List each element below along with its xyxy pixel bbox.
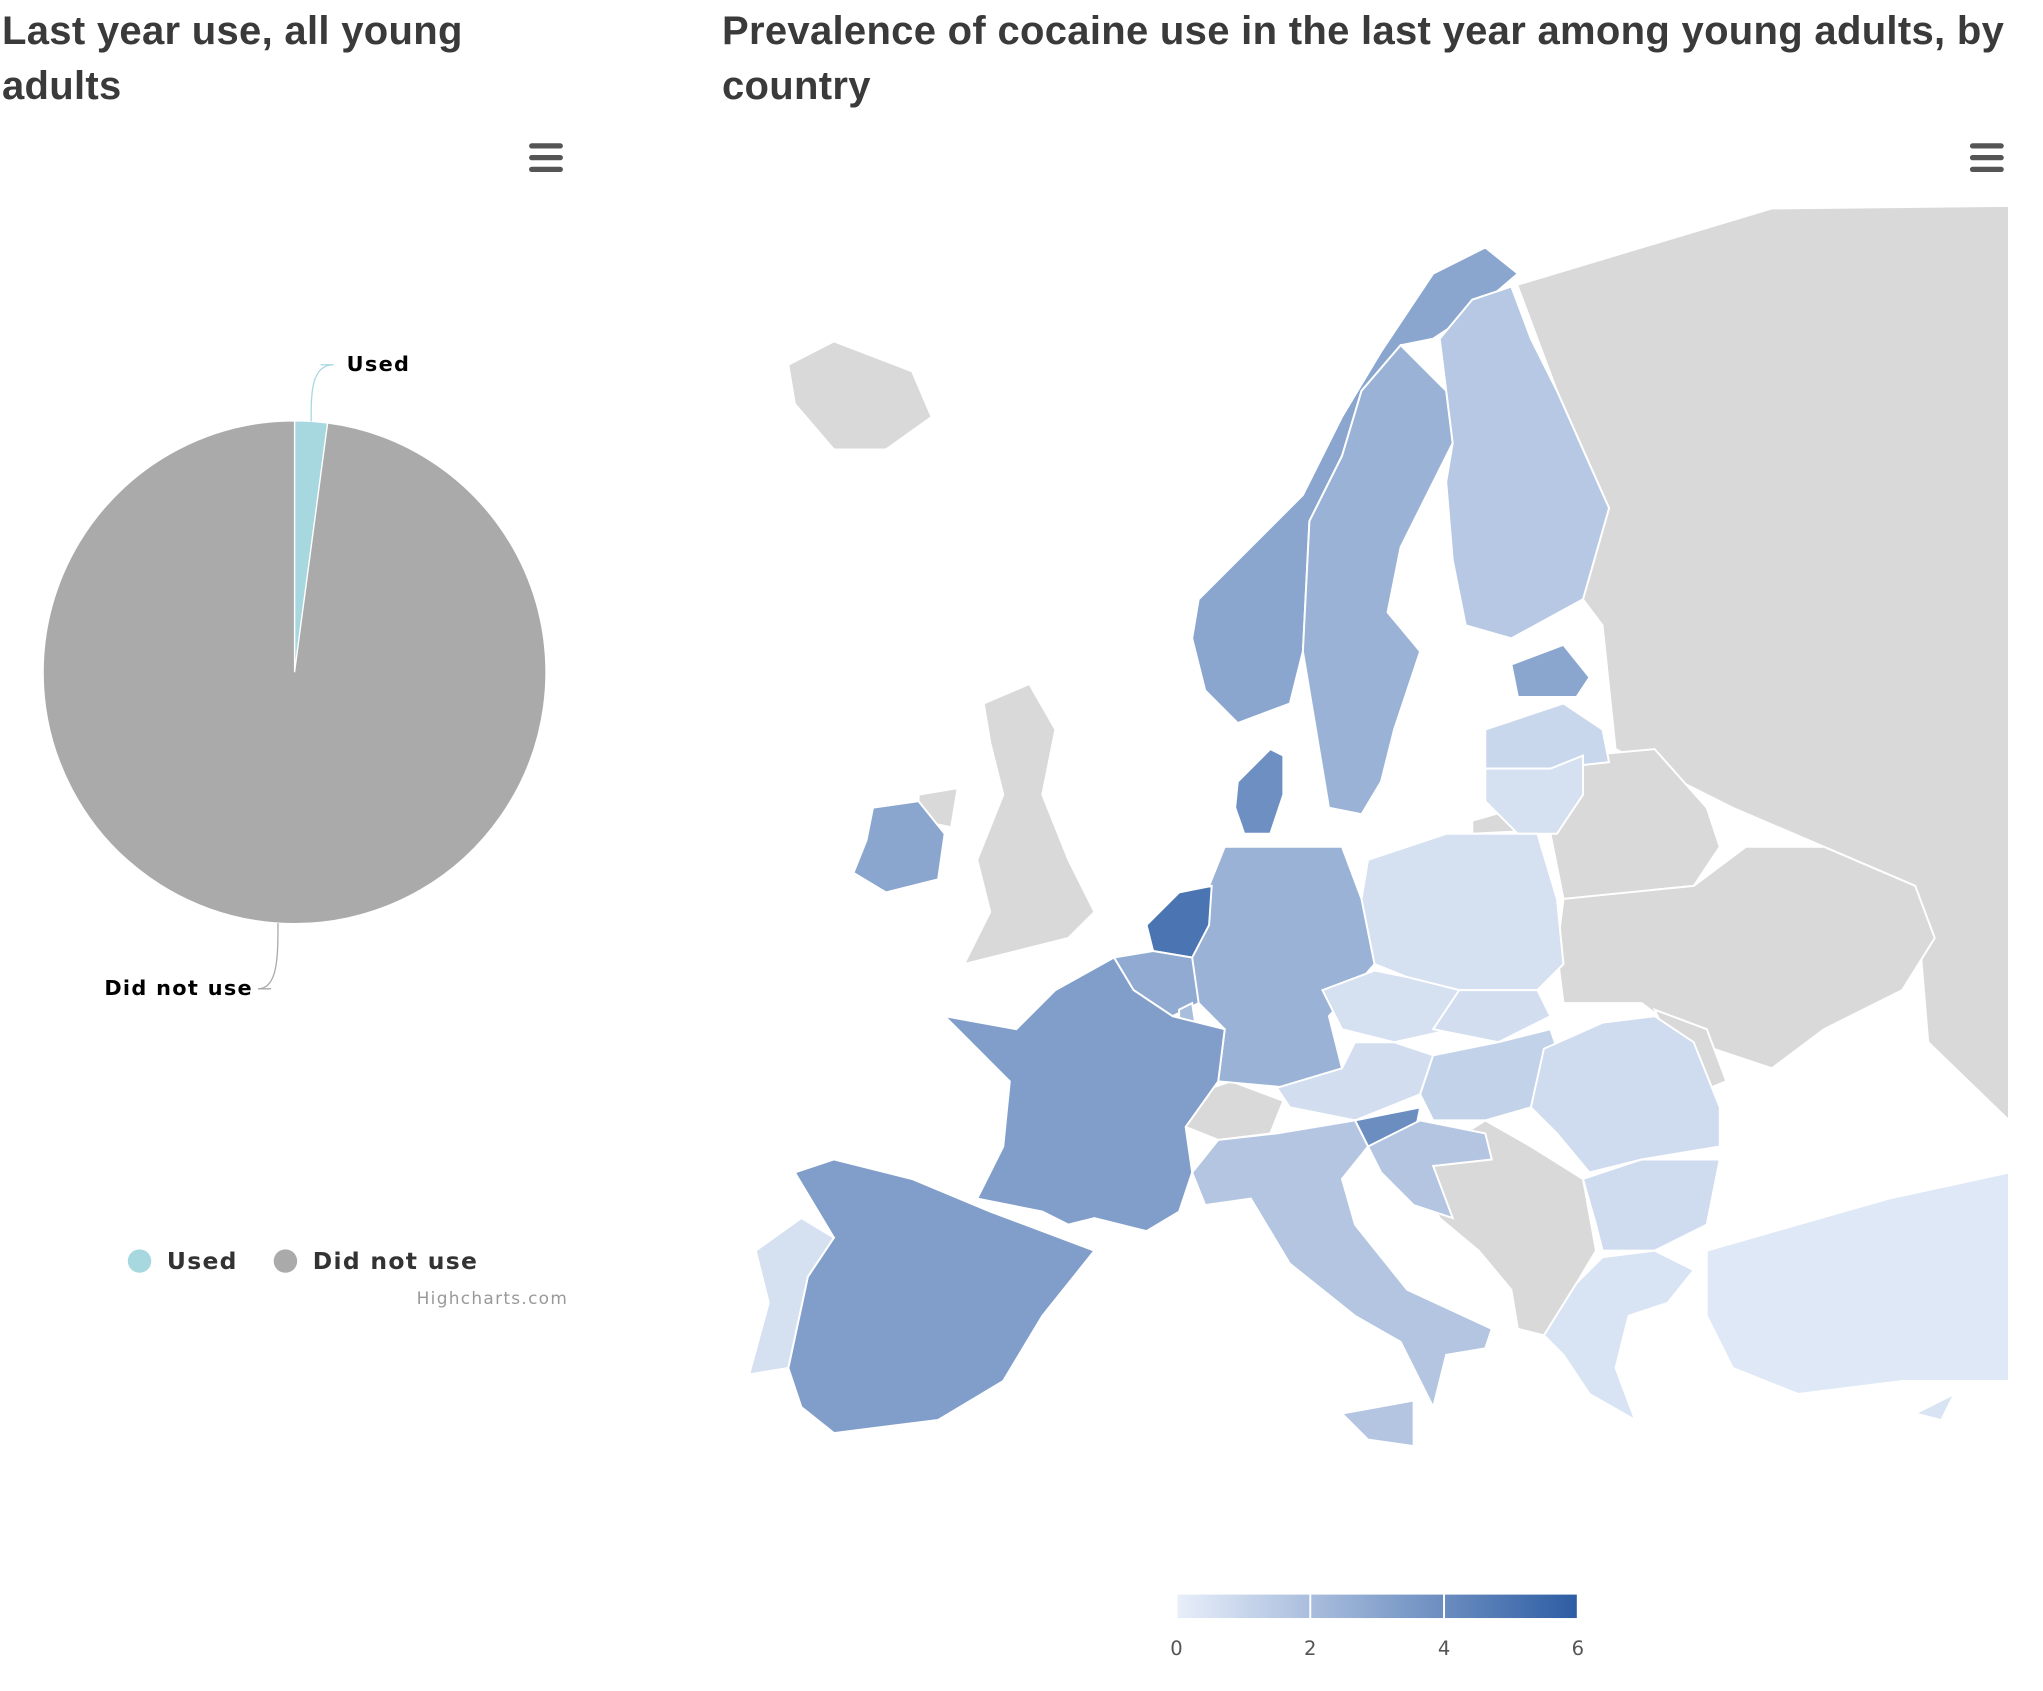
country (1529, 1015, 1721, 1174)
pie-title: Last year use, all young adults (2, 9, 463, 108)
country (1484, 754, 1584, 835)
region (1555, 845, 1936, 1070)
country (1705, 1171, 2010, 1395)
country (1191, 1119, 1494, 1410)
label-connector (258, 923, 279, 990)
legend-marker (273, 1249, 298, 1273)
pie-slice (42, 420, 547, 925)
country (1542, 1249, 1696, 1423)
region (962, 682, 1096, 966)
country (1234, 747, 1285, 835)
country (1301, 343, 1454, 816)
no-data-regions (787, 204, 2010, 1337)
map-title: Prevalence of cocaine use in the last ye… (722, 9, 2005, 108)
country (1366, 1119, 1494, 1220)
legend-marker (127, 1249, 152, 1273)
country (1431, 989, 1552, 1044)
map-menu[interactable] (1969, 143, 2004, 172)
color-tick-label: 6 (1572, 1637, 1584, 1660)
country (1339, 1399, 1415, 1448)
country (1912, 1391, 1957, 1422)
map-regions (747, 246, 2010, 1448)
legend-entry: Used (167, 1247, 238, 1275)
country (1484, 702, 1611, 770)
country (1581, 1158, 1721, 1252)
legend-entry: Did not use (313, 1247, 478, 1275)
data-label: Used (347, 352, 411, 376)
country (747, 1216, 836, 1376)
country (1191, 246, 1520, 725)
country (1510, 643, 1591, 698)
country (852, 800, 946, 894)
color-scale (1176, 1594, 1578, 1619)
country (1360, 832, 1565, 992)
color-tick-label: 2 (1304, 1637, 1316, 1660)
region (787, 340, 933, 451)
country (1438, 285, 1611, 640)
label-connector (310, 364, 334, 422)
credit: Highcharts.com (417, 1288, 568, 1308)
color-tick-label: 4 (1438, 1637, 1450, 1660)
color-tick-label: 0 (1170, 1637, 1182, 1660)
data-label: Did not use (104, 976, 253, 1000)
pie-menu[interactable] (529, 143, 563, 172)
